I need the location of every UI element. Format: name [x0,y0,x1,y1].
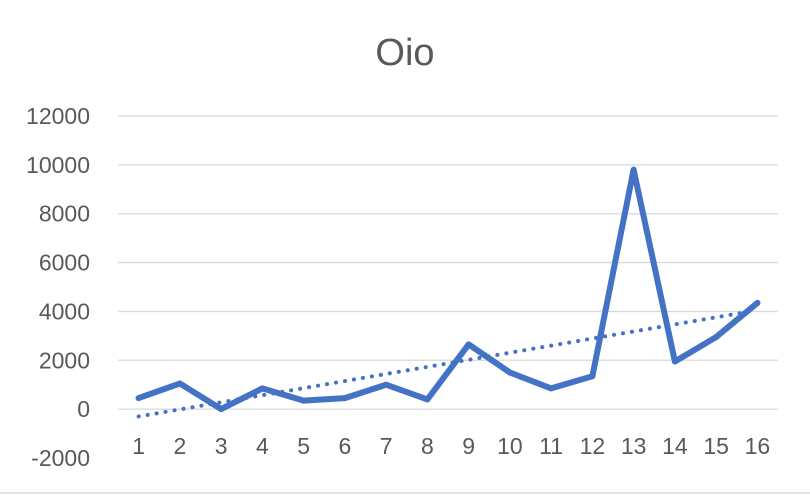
data-point [300,397,307,404]
data-point [589,373,596,380]
x-tick-label: 6 [338,433,351,459]
x-tick-label: 11 [539,433,563,459]
data-point [176,380,183,387]
data-point [754,299,761,306]
data-point [465,341,472,348]
data-point [671,358,678,365]
data-point [713,334,720,341]
x-tick-label: 5 [297,433,310,459]
data-point [383,381,390,388]
y-axis-tick-labels: -2000 0 2000 4000 6000 8000 10000 12000 [26,103,90,471]
data-point [424,396,431,403]
data-point [506,369,513,376]
x-tick-label: 7 [380,433,393,459]
x-tick-label: 2 [173,433,186,459]
x-tick-label: 3 [215,433,228,459]
x-tick-label: 12 [580,433,606,459]
y-tick-label: 0 [77,396,90,422]
data-point [548,385,555,392]
x-axis-tick-labels: 1 2 3 4 5 6 7 8 9 10 11 12 13 14 15 16 [132,433,770,459]
data-point [630,166,637,173]
x-tick-label: 15 [703,433,729,459]
x-tick-label: 1 [132,433,145,459]
x-tick-label: 14 [662,433,688,459]
x-tick-label: 10 [497,433,523,459]
y-tick-label: 6000 [39,250,90,276]
y-tick-label: 4000 [39,298,90,324]
chart-title: Oio [375,32,434,74]
x-tick-label: 8 [421,433,434,459]
data-point [135,395,142,402]
series-layer [135,166,761,419]
gridlines [118,115,778,410]
data-point [218,406,225,413]
y-tick-label: 12000 [26,103,90,129]
y-tick-label: -2000 [31,445,90,471]
x-tick-label: 9 [462,433,475,459]
x-tick-label: 4 [256,433,269,459]
data-point [341,395,348,402]
y-tick-label: 2000 [39,347,90,373]
y-tick-label: 10000 [26,152,90,178]
x-tick-label: 13 [621,433,647,459]
series-line [135,166,761,413]
y-tick-label: 8000 [39,201,90,227]
data-point [259,385,266,392]
x-tick-label: 16 [745,433,771,459]
